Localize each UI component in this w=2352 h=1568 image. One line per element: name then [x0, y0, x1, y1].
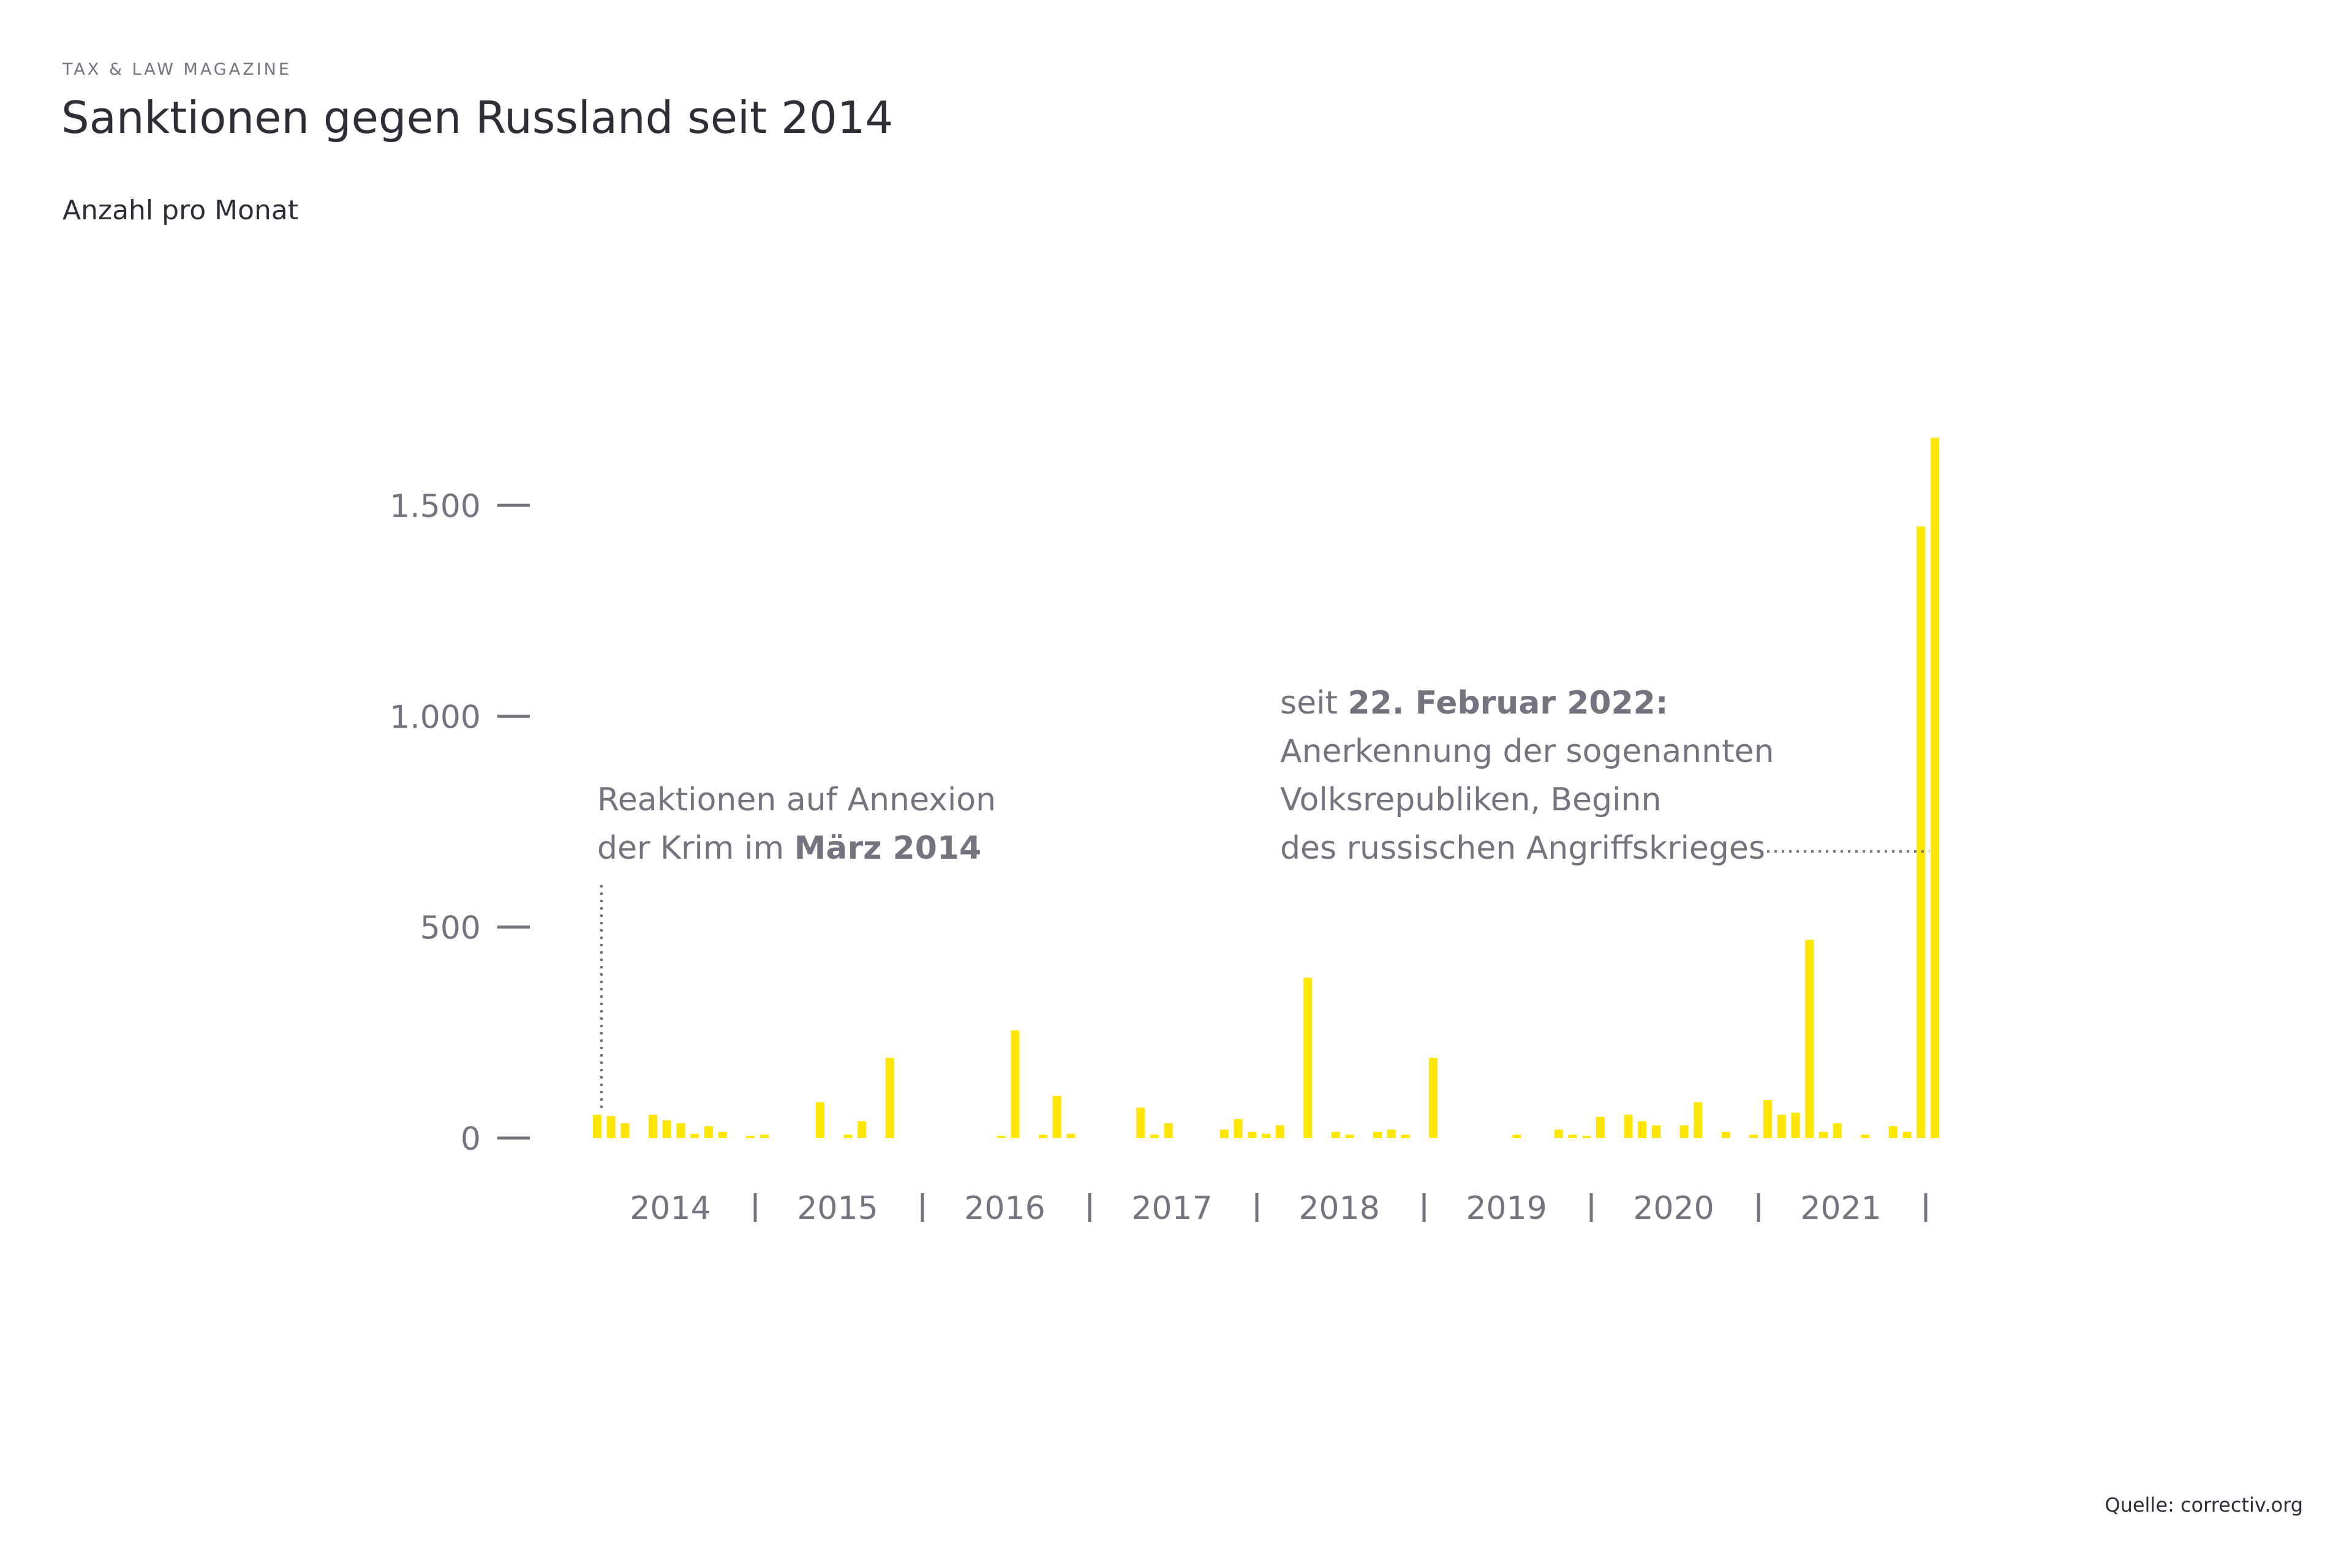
x-year-label: 2021	[1800, 1190, 1881, 1227]
annotation-crimea: Reaktionen auf Annexion der Krim im März…	[597, 782, 996, 1109]
y-tick-label: 1.000	[390, 699, 481, 736]
bar	[1345, 1134, 1354, 1138]
bar	[1512, 1134, 1521, 1138]
bar	[1219, 1129, 1229, 1138]
x-year-label: 2018	[1298, 1190, 1379, 1227]
y-tick-label: 500	[420, 910, 481, 947]
bar	[1917, 526, 1926, 1138]
x-year-label: 2019	[1466, 1190, 1547, 1227]
bar	[1861, 1134, 1870, 1138]
bar	[593, 1115, 601, 1138]
annotation-war: seit 22. Februar 2022: Anerkennung der s…	[1280, 685, 1929, 867]
bar	[1387, 1129, 1396, 1138]
bar	[1066, 1134, 1076, 1138]
bar	[620, 1123, 630, 1138]
bar	[1401, 1134, 1410, 1138]
bar	[718, 1131, 727, 1138]
bar	[1303, 978, 1313, 1138]
annotation-war-line3: Volksrepubliken, Beginn	[1280, 782, 1661, 818]
x-year-label: 2016	[964, 1190, 1045, 1227]
bar	[1833, 1123, 1842, 1138]
bars	[593, 437, 1939, 1138]
bar	[1248, 1131, 1257, 1138]
y-tick-label: 1.500	[390, 488, 481, 525]
bar	[1554, 1129, 1563, 1138]
bar	[760, 1134, 769, 1138]
bar	[1777, 1115, 1786, 1138]
bar	[690, 1134, 699, 1138]
annotation-war-line1: seit 22. Februar 2022:	[1280, 685, 1668, 722]
bar	[1262, 1134, 1270, 1138]
bar	[649, 1115, 657, 1138]
bar	[1763, 1100, 1772, 1138]
page-title: Sanktionen gegen Russland seit 2014	[61, 92, 894, 143]
bar	[1275, 1125, 1284, 1138]
bar	[1694, 1102, 1703, 1138]
y-axis-unit-label: Anzahl pro Monat	[62, 195, 299, 226]
bar	[1052, 1096, 1061, 1138]
bar	[1652, 1125, 1660, 1138]
source-note: Quelle: correctiv.org	[2105, 1493, 2303, 1517]
bar	[1805, 940, 1814, 1138]
annotation-crimea-line2: der Krim im März 2014	[597, 830, 981, 867]
bar	[1150, 1134, 1159, 1138]
bar	[1749, 1134, 1758, 1138]
bar	[1624, 1115, 1633, 1138]
bar	[1011, 1030, 1020, 1138]
kicker: TAX & LAW MAGAZINE	[62, 60, 292, 79]
bar	[997, 1136, 1006, 1138]
bar	[746, 1136, 755, 1138]
x-year-label: 2015	[797, 1190, 878, 1227]
bar	[1902, 1131, 1912, 1138]
bar	[885, 1058, 894, 1138]
bar	[662, 1120, 671, 1138]
x-year-label: 2020	[1633, 1190, 1714, 1227]
bar	[606, 1116, 616, 1138]
bar	[1331, 1131, 1340, 1138]
y-axis: 0 500 1.000 1.500	[390, 488, 530, 1158]
bar	[1721, 1131, 1730, 1138]
bar	[1582, 1136, 1591, 1138]
x-year-label: 2014	[630, 1190, 710, 1227]
bar	[816, 1102, 824, 1138]
bar	[1568, 1134, 1577, 1138]
bar	[1638, 1121, 1647, 1138]
x-axis: 2014 2015 2016 2017 2018 2019 2020 2021	[630, 1190, 1928, 1227]
bar	[1373, 1131, 1382, 1138]
bar	[1679, 1125, 1689, 1138]
bar	[1234, 1119, 1243, 1138]
bar	[1931, 437, 1939, 1138]
bar	[1429, 1058, 1438, 1138]
bar	[1888, 1126, 1898, 1138]
annotation-war-line4: des russischen Angriffskrieges	[1280, 830, 1765, 867]
annotation-war-line2: Anerkennung der sogenannten	[1280, 733, 1774, 770]
bar	[843, 1134, 853, 1138]
bar	[676, 1123, 685, 1138]
bar	[1136, 1107, 1145, 1138]
bar	[704, 1126, 713, 1138]
bar	[1596, 1117, 1605, 1138]
bar	[1039, 1134, 1047, 1138]
bar	[1164, 1123, 1173, 1138]
bar	[1791, 1112, 1800, 1138]
bar	[858, 1121, 867, 1138]
y-tick-label: 0	[461, 1121, 481, 1158]
bar	[1819, 1131, 1828, 1138]
annotation-crimea-line1: Reaktionen auf Annexion	[597, 782, 996, 818]
x-year-label: 2017	[1131, 1190, 1212, 1227]
